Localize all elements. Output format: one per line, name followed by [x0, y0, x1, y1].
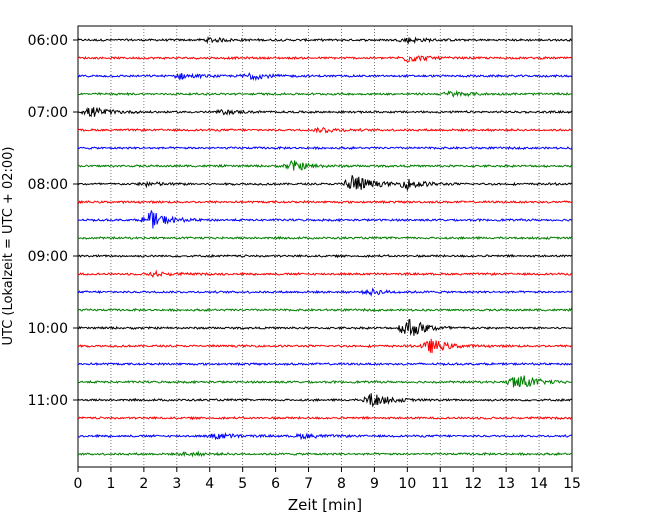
- y-axis-ticks: 06:00 07:00 08:00 09:00 10:00 11:00: [28, 33, 78, 409]
- trace-row: [77, 269, 573, 279]
- x-tick-label: 12: [464, 476, 482, 492]
- trace-row: [77, 450, 573, 458]
- trace-row: [77, 209, 573, 229]
- x-tick-label: 9: [370, 476, 379, 492]
- trace-row: [77, 235, 573, 241]
- x-tick-label: 0: [74, 476, 83, 492]
- x-tick-label: 6: [271, 476, 280, 492]
- trace-row: [77, 375, 573, 388]
- x-tick-label: 4: [205, 476, 214, 492]
- trace-row: [77, 319, 573, 336]
- trace-row: [77, 126, 573, 134]
- x-tick-label: 15: [563, 476, 581, 492]
- trace-row: [77, 200, 573, 205]
- x-axis-title: Zeit [min]: [288, 496, 362, 514]
- y-axis-title: UTC (Lokalzeit = UTC + 02:00): [1, 147, 16, 346]
- trace-row: [77, 72, 573, 82]
- y-tick-label: 09:00: [28, 249, 68, 265]
- trace-row: [77, 362, 573, 367]
- trace-row: [77, 159, 573, 171]
- x-tick-label: 2: [139, 476, 148, 492]
- trace-row: [77, 253, 573, 259]
- x-tick-label: 10: [398, 476, 416, 492]
- trace-row: [77, 431, 573, 441]
- x-tick-label: 13: [497, 476, 515, 492]
- trace-row: [77, 287, 573, 297]
- seismic-traces: [77, 35, 573, 458]
- trace-row: [77, 89, 573, 98]
- x-tick-label: 5: [238, 476, 247, 492]
- trace-row: [77, 393, 573, 408]
- x-tick-label: 3: [172, 476, 181, 492]
- x-axis-ticks: 0 1 2 3 4 5 6 7 8 9 10 11 12 13 14 15: [74, 467, 581, 492]
- trace-row: [77, 106, 573, 118]
- trace-row: [77, 307, 573, 313]
- x-tick-label: 14: [530, 476, 548, 492]
- plot-frame: [77, 25, 573, 468]
- trace-row: [77, 145, 573, 151]
- y-tick-label: 11:00: [28, 393, 68, 409]
- trace-row: [77, 338, 573, 354]
- trace-row: [77, 175, 573, 192]
- trace-row: [77, 415, 573, 421]
- trace-row: [77, 55, 573, 63]
- x-tick-label: 11: [431, 476, 449, 492]
- x-tick-label: 7: [304, 476, 313, 492]
- y-tick-label: 06:00: [28, 33, 68, 49]
- x-tick-label: 8: [337, 476, 346, 492]
- x-tick-label: 1: [106, 476, 115, 492]
- y-tick-label: 08:00: [28, 177, 68, 193]
- y-tick-label: 07:00: [28, 105, 68, 121]
- trace-row: [77, 35, 573, 45]
- y-tick-label: 10:00: [28, 321, 68, 337]
